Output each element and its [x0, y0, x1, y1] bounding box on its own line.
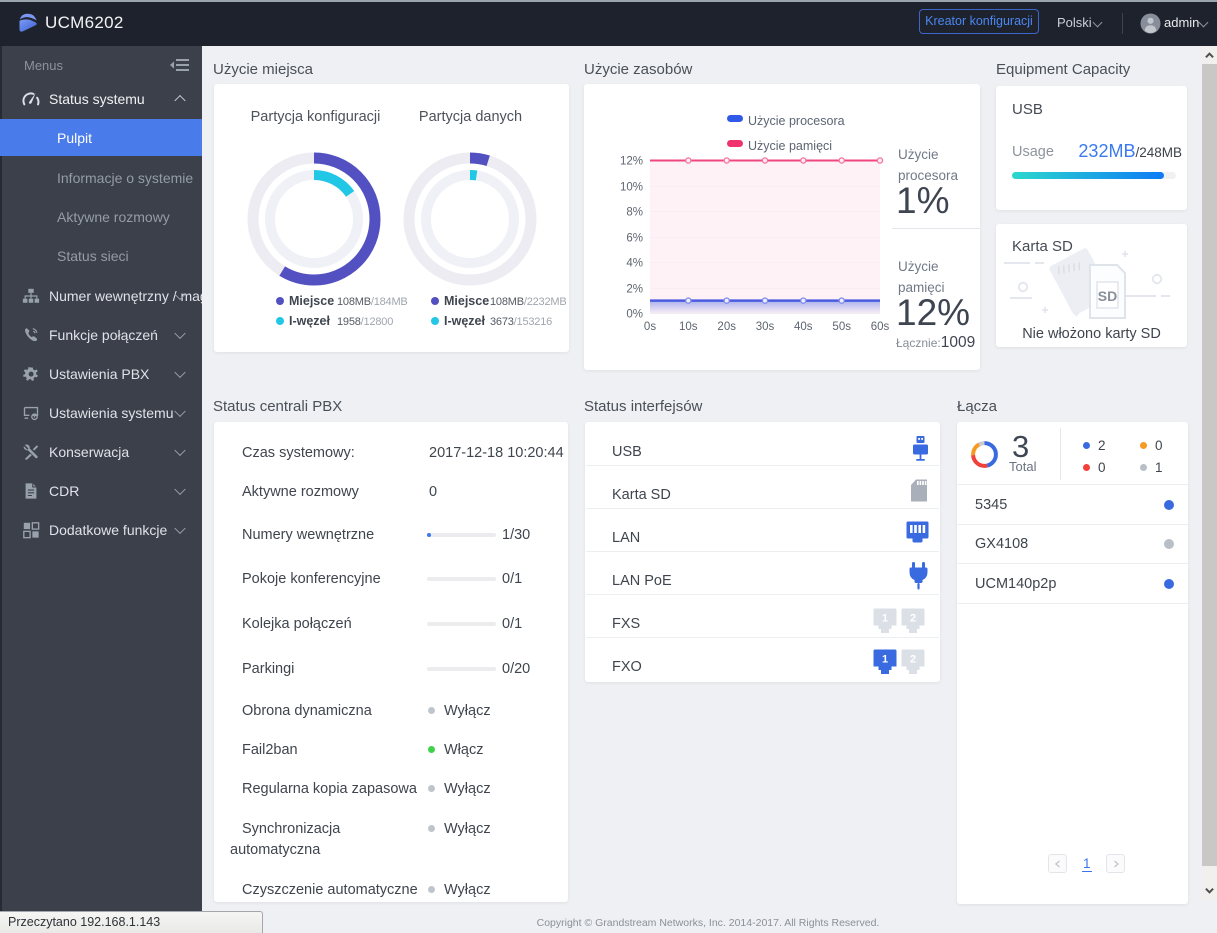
svg-text:0%: 0%	[626, 309, 643, 321]
svg-text:20s: 20s	[717, 321, 736, 333]
svg-text:10%: 10%	[620, 182, 643, 194]
svg-text:SD: SD	[1098, 288, 1117, 304]
svg-text:6%: 6%	[626, 233, 643, 245]
svg-text:50s: 50s	[832, 321, 851, 333]
svg-text:2: 2	[910, 613, 916, 625]
svg-text:8%: 8%	[626, 207, 643, 219]
svg-text:60s: 60s	[871, 321, 890, 333]
svg-text:1: 1	[882, 654, 888, 666]
svg-text:0s: 0s	[644, 321, 656, 333]
svg-text:2%: 2%	[626, 284, 643, 296]
svg-text:30s: 30s	[756, 321, 775, 333]
svg-text:1: 1	[882, 613, 888, 625]
svg-text:4%: 4%	[626, 258, 643, 270]
svg-text:12%: 12%	[620, 156, 643, 168]
svg-text:2: 2	[910, 654, 916, 666]
svg-text:10s: 10s	[679, 321, 698, 333]
svg-text:40s: 40s	[794, 321, 813, 333]
